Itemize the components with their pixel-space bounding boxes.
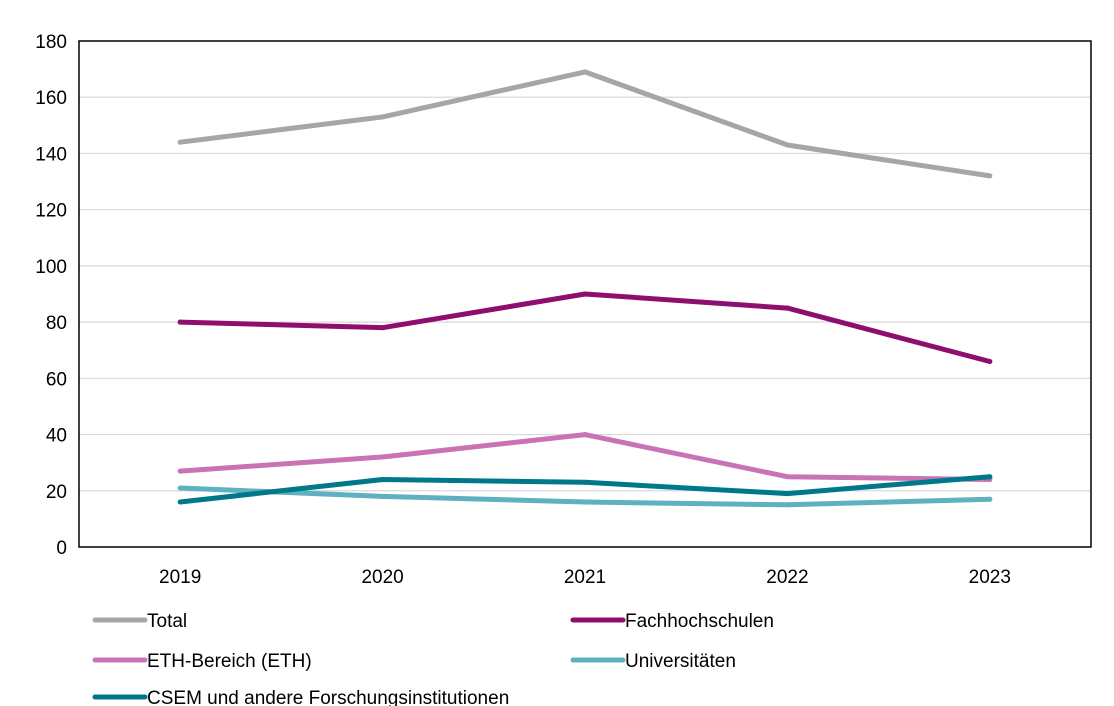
data-point <box>987 173 993 179</box>
data-point <box>380 114 386 120</box>
legend-entry: Total <box>92 611 187 632</box>
legend-entry: Fachhochschulen <box>570 611 774 632</box>
legend-label: Total <box>147 611 187 632</box>
y-tick-label: 60 <box>46 369 67 390</box>
data-point <box>987 358 993 364</box>
data-point <box>987 474 993 480</box>
legend-label: CSEM und andere Forschungsinstitutionen <box>147 688 509 706</box>
legend-label: Fachhochschulen <box>625 611 774 632</box>
data-point <box>380 493 386 499</box>
y-tick-label: 100 <box>35 257 67 278</box>
data-point <box>582 69 588 75</box>
data-point <box>582 432 588 438</box>
y-tick-label: 180 <box>35 32 67 53</box>
y-tick-label: 20 <box>46 482 67 503</box>
x-tick-label: 2021 <box>564 567 606 588</box>
data-point <box>177 499 183 505</box>
plot-area-border <box>78 40 1092 548</box>
y-tick-label: 120 <box>35 201 67 222</box>
data-point <box>784 474 790 480</box>
x-tick-label: 2020 <box>361 567 403 588</box>
data-point <box>177 485 183 491</box>
x-tick-label: 2023 <box>969 567 1011 588</box>
y-tick-label: 140 <box>35 144 67 165</box>
data-point <box>582 291 588 297</box>
legend-entry: CSEM und andere Forschungsinstitutionen <box>92 688 509 706</box>
data-point <box>784 491 790 497</box>
data-point <box>784 502 790 508</box>
y-tick-label: 40 <box>46 426 67 447</box>
data-point <box>380 325 386 331</box>
x-tick-label: 2019 <box>159 567 201 588</box>
data-point <box>582 499 588 505</box>
data-point <box>380 477 386 483</box>
series-lines <box>177 69 993 508</box>
legend-label: ETH-Bereich (ETH) <box>147 651 312 672</box>
data-point <box>177 139 183 145</box>
y-tick-label: 160 <box>35 88 67 109</box>
legend: Total Fachhochschulen ETH-Bereich (ETH) Uni… <box>92 611 774 706</box>
x-axis-ticks: 2019 2020 2021 2022 2023 <box>159 567 1011 588</box>
y-axis-ticks: 0 20 40 60 80 100 120 140 160 180 <box>35 32 67 559</box>
y-tick-label: 0 <box>56 538 67 559</box>
legend-entry: Universitäten <box>570 651 736 672</box>
data-point <box>177 319 183 325</box>
data-point <box>987 496 993 502</box>
data-point <box>380 454 386 460</box>
legend-label: Universitäten <box>625 651 736 672</box>
legend-entry: ETH-Bereich (ETH) <box>92 651 312 672</box>
x-tick-label: 2022 <box>766 567 808 588</box>
y-tick-label: 80 <box>46 313 67 334</box>
data-point <box>784 305 790 311</box>
data-point <box>582 479 588 485</box>
data-point <box>177 468 183 474</box>
data-point <box>784 142 790 148</box>
